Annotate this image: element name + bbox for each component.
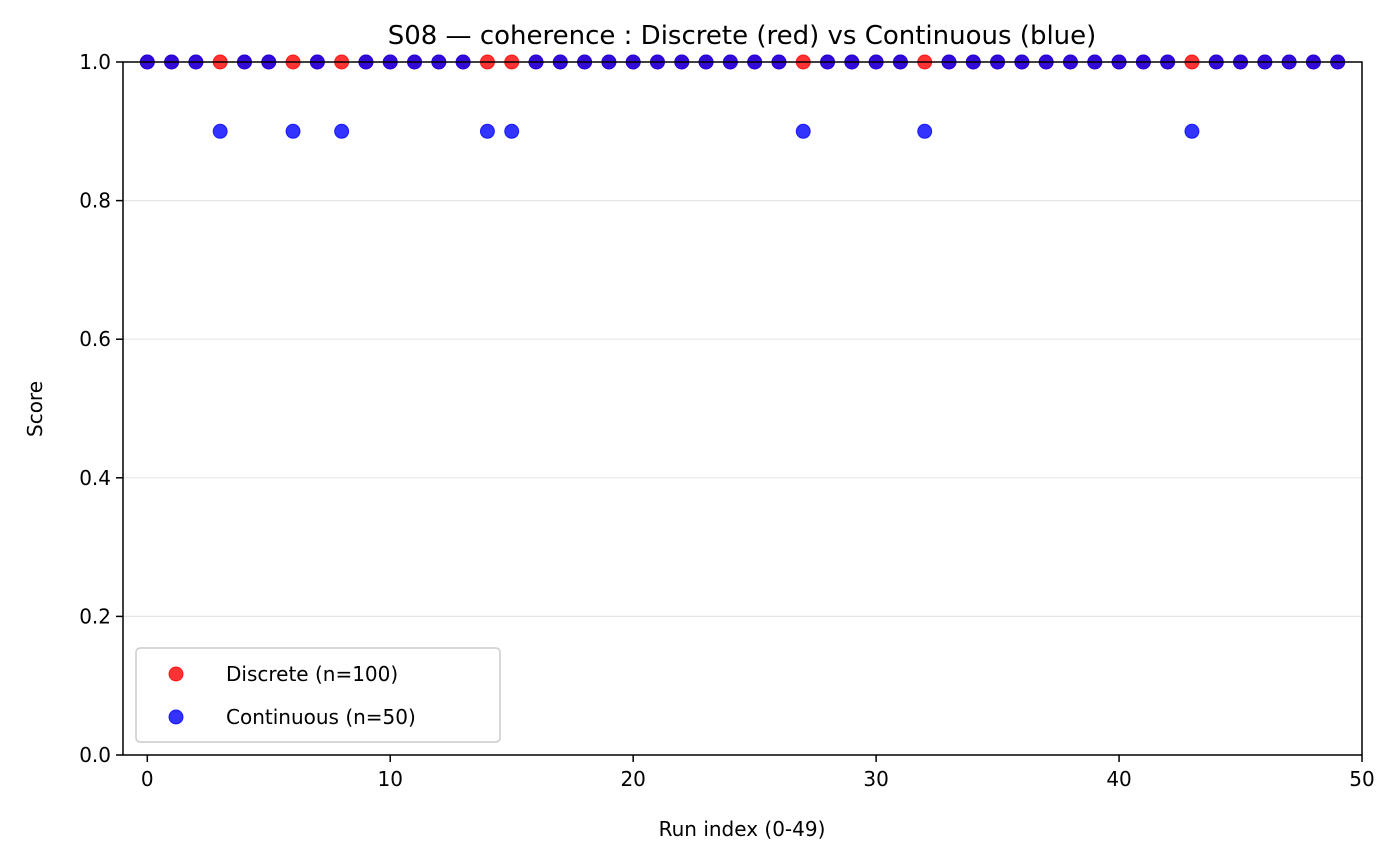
continuous-point bbox=[504, 123, 520, 139]
y-tick-label: 0.2 bbox=[79, 604, 111, 628]
y-tick-label: 0.8 bbox=[79, 189, 111, 213]
legend: Discrete (n=100) Continuous (n=50) bbox=[135, 647, 501, 743]
legend-box bbox=[135, 647, 501, 743]
legend-label-discrete: Discrete (n=100) bbox=[226, 662, 398, 686]
x-tick-label: 10 bbox=[378, 767, 403, 791]
x-tick-label: 20 bbox=[620, 767, 645, 791]
continuous-point bbox=[479, 123, 495, 139]
chart-title: S08 — coherence : Discrete (red) vs Cont… bbox=[388, 21, 1097, 51]
y-tick-label: 1.0 bbox=[79, 50, 111, 74]
x-axis-label: Run index (0-49) bbox=[659, 817, 826, 841]
continuous-point bbox=[1184, 123, 1200, 139]
x-tick-label: 50 bbox=[1349, 767, 1374, 791]
legend-marker-discrete bbox=[168, 666, 184, 682]
x-axis-ticks: 0 10 20 30 40 50 bbox=[141, 755, 1375, 791]
continuous-point bbox=[917, 123, 933, 139]
x-tick-label: 40 bbox=[1106, 767, 1131, 791]
continuous-point bbox=[212, 123, 228, 139]
x-tick-label: 0 bbox=[141, 767, 154, 791]
y-tick-label: 0.6 bbox=[79, 327, 111, 351]
gridlines bbox=[123, 200, 1362, 618]
plot-frame bbox=[122, 61, 1363, 756]
continuous-point bbox=[285, 123, 301, 139]
y-axis-label: Score bbox=[23, 381, 47, 437]
y-tick-label: 0.0 bbox=[79, 743, 111, 767]
y-tick-label: 0.4 bbox=[79, 466, 111, 490]
continuous-point bbox=[795, 123, 811, 139]
y-axis-ticks: 0.0 0.2 0.4 0.6 0.8 1.0 bbox=[79, 50, 123, 767]
legend-marker-continuous bbox=[168, 709, 184, 725]
continuous-point bbox=[334, 123, 350, 139]
x-tick-label: 30 bbox=[863, 767, 888, 791]
legend-label-continuous: Continuous (n=50) bbox=[226, 705, 416, 729]
